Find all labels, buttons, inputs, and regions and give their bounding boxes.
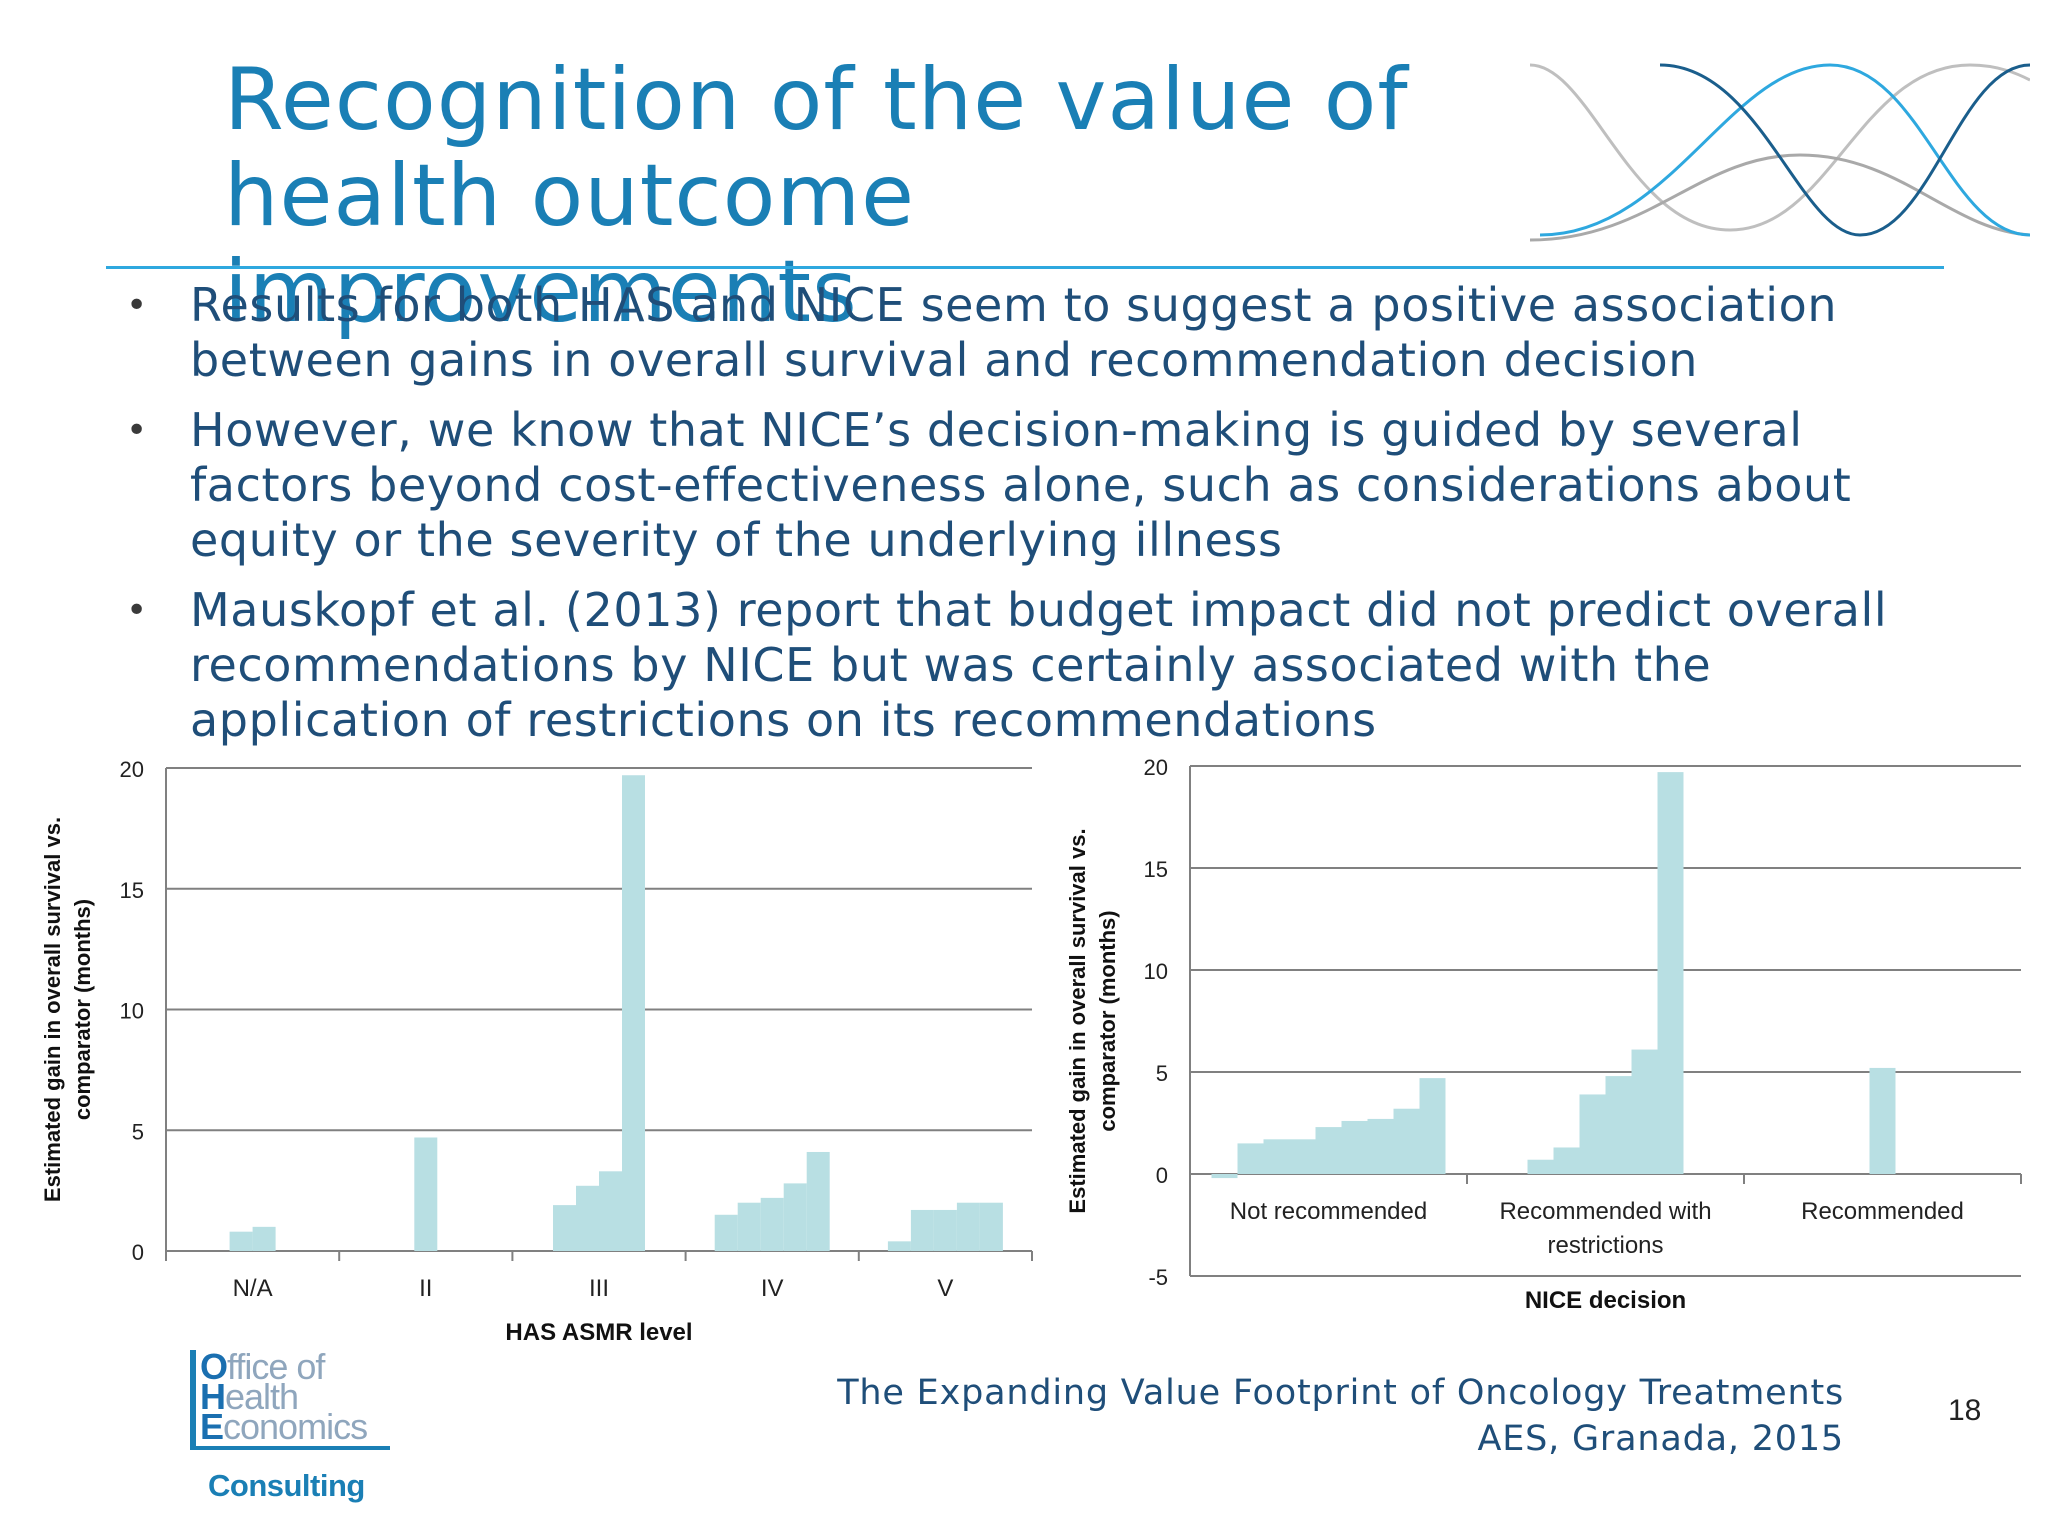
y-axis-title-line1: Estimated gain in overall survival vs.: [1065, 828, 1090, 1213]
bar: [576, 1185, 599, 1251]
bar: [760, 1197, 784, 1251]
x-category-label: IV: [761, 1275, 784, 1302]
bar: [806, 1151, 830, 1251]
y-tick-label: 5: [132, 1119, 144, 1144]
bar: [887, 1241, 911, 1251]
logo-consulting: Consulting: [208, 1468, 365, 1503]
bar: [1237, 1143, 1264, 1174]
nice-decision-chart: -5 0 5 10 15 20 Not recommended Recommended wit…: [1055, 740, 2045, 1350]
footer-line2: AES, Granada, 2015: [1477, 1419, 1844, 1459]
footer-line1: The Expanding Value Footprint of Oncolog…: [837, 1373, 1844, 1413]
slide-title-line1: Recognition of the value of: [224, 50, 1409, 150]
bullet-item: • However, we know that NICE’s decision-…: [120, 403, 1920, 568]
footer-text: The Expanding Value Footprint of Oncolog…: [837, 1370, 1844, 1462]
y-tick-label: 20: [120, 757, 144, 782]
y-axis-title: Estimated gain in overall survival vs. co…: [40, 817, 95, 1202]
y-axis-title-line1: Estimated gain in overall survival vs.: [40, 817, 65, 1202]
bar: [1419, 1078, 1446, 1174]
y-tick-label: 0: [132, 1240, 144, 1265]
y-tick-label: 15: [1144, 857, 1168, 882]
bar: [714, 1214, 738, 1251]
y-axis-title: Estimated gain in overall survival vs. co…: [1065, 828, 1120, 1213]
bullet-marker: •: [126, 410, 148, 451]
bar: [1527, 1159, 1554, 1174]
bar: [910, 1209, 934, 1251]
y-tick-label: 0: [1156, 1163, 1168, 1188]
bar: [229, 1231, 253, 1251]
logo-bar-horizontal: [190, 1446, 390, 1450]
bar: [553, 1205, 576, 1251]
bullet-item: • Results for both HAS and NICE seem to …: [120, 278, 1920, 388]
page-number: 18: [1948, 1394, 1982, 1427]
y-axis-title-line2: comparator (months): [70, 899, 95, 1120]
logo-bar-vertical: [190, 1350, 196, 1450]
bar: [414, 1137, 438, 1251]
bullet-item: • Mauskopf et al. (2013) report that bud…: [120, 583, 1920, 748]
bar: [252, 1226, 276, 1251]
x-axis-title: HAS ASMR level: [505, 1319, 692, 1346]
y-tick-label: -5: [1148, 1265, 1168, 1290]
bar: [1869, 1067, 1896, 1174]
decorative-waves: [1530, 63, 2030, 242]
y-tick-label: 5: [1156, 1061, 1168, 1086]
nice-decision-chart-svg: -5 0 5 10 15 20 Not recommended Recommended wit…: [1065, 755, 2022, 1314]
bar: [933, 1209, 957, 1251]
y-axis-title-line2: comparator (months): [1095, 910, 1120, 1131]
logo-line-economics: Economics: [200, 1406, 368, 1447]
bar: [1211, 1174, 1238, 1179]
bullet-marker: •: [126, 285, 148, 326]
x-category-label: Not recommended: [1230, 1198, 1427, 1225]
bar: [1289, 1139, 1316, 1174]
bullet-text: However, we know that NICE’s decision-ma…: [190, 403, 1852, 567]
x-category-label: Recommended with: [1499, 1198, 1711, 1225]
y-tick-label: 10: [1144, 959, 1168, 984]
x-category-label: V: [937, 1275, 953, 1302]
bar: [737, 1202, 761, 1251]
x-category-label: Recommended: [1801, 1198, 1964, 1225]
bullet-text: Results for both HAS and NICE seem to su…: [190, 278, 1838, 387]
bullet-list: • Results for both HAS and NICE seem to …: [120, 278, 1920, 763]
x-category-label: III: [589, 1275, 609, 1302]
bar: [599, 1171, 622, 1251]
x-category-label: II: [419, 1275, 432, 1302]
bar: [622, 775, 645, 1251]
bar: [1553, 1147, 1580, 1174]
bar: [1579, 1094, 1606, 1174]
x-axis-title: NICE decision: [1525, 1287, 1686, 1314]
bar: [1657, 772, 1684, 1174]
logo-line-health: Health: [200, 1376, 299, 1417]
bar: [956, 1202, 980, 1251]
y-tick-label: 10: [120, 999, 144, 1024]
x-category-label: N/A: [233, 1275, 273, 1302]
y-tick-label: 20: [1144, 755, 1168, 780]
title-divider: [106, 266, 1944, 269]
bullet-marker: •: [126, 590, 148, 631]
slide-title: Recognition of the value of health outco…: [224, 52, 1524, 340]
bullet-text: Mauskopf et al. (2013) report that budge…: [190, 583, 1888, 747]
bar: [1315, 1127, 1342, 1174]
bar: [1263, 1139, 1290, 1174]
bar: [1341, 1120, 1368, 1174]
ohe-logo: Office of Health Economics Consulting: [190, 1346, 430, 1510]
bar: [1367, 1118, 1394, 1174]
bar: [1605, 1076, 1632, 1174]
has-asmr-chart: 0 5 10 15 20 N/A II III IV V HAS ASMR level Estimat…: [30, 740, 1050, 1350]
bar: [1393, 1108, 1420, 1174]
x-category-label: restrictions: [1547, 1232, 1663, 1259]
y-tick-label: 15: [120, 878, 144, 903]
logo-line-office: Office of: [200, 1346, 325, 1387]
bar: [1631, 1049, 1658, 1174]
bar: [783, 1183, 807, 1251]
slide-title-line2: health outcome improvements: [224, 146, 915, 342]
bar: [979, 1202, 1003, 1251]
